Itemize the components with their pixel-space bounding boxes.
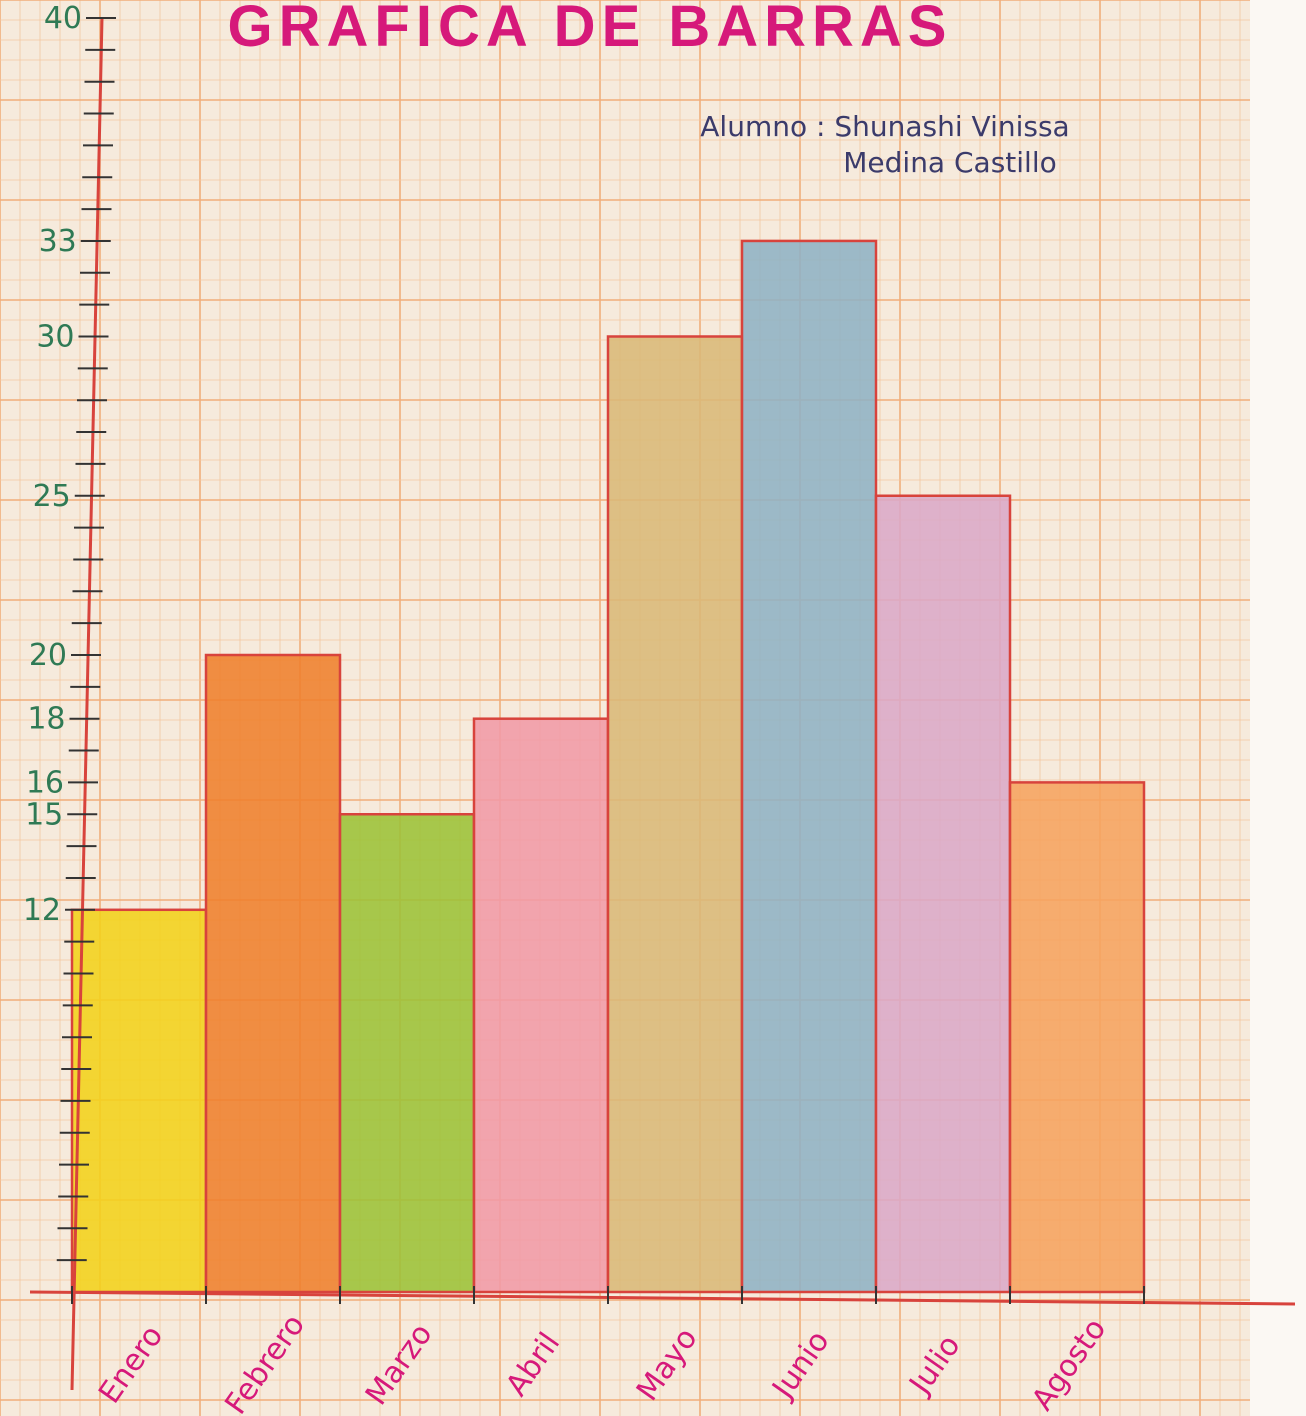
bar-febrero [204,653,342,1294]
y-tick-label: 15 [25,797,63,832]
bar-marzo [338,813,476,1294]
bar-abril [472,717,610,1294]
x-tick-label: Junio [765,1324,837,1406]
author-label: Alumno : Shunashi Vinissa [700,110,1069,143]
y-tick-label: 12 [23,893,61,928]
y-tick-label: 33 [39,224,77,259]
y-tick-label: 25 [33,479,71,514]
bars [70,239,1146,1294]
bar-agosto [1008,781,1146,1294]
x-tick-label: Enero [92,1319,170,1410]
y-tick-label: 20 [29,638,67,673]
author-label-line-2: Medina Castillo [843,146,1057,179]
bar-mayo [606,335,744,1294]
chart-title: GRAFICA DE BARRAS [228,0,953,59]
axes [29,17,1296,1391]
y-tick-label: 30 [36,320,74,355]
adjacent-notebook-page [1250,0,1306,1416]
y-tick-label: 16 [26,765,64,800]
bar-junio [740,239,878,1294]
bar-enero [70,908,208,1294]
x-axis [29,1290,1296,1306]
bar-julio [874,494,1012,1294]
y-tick-label: 18 [27,702,65,737]
x-tick-label: Abril [499,1326,567,1402]
y-tick-label: 40 [44,1,82,36]
y-axis [70,17,104,1391]
x-tick-label: Mayo [630,1322,705,1408]
